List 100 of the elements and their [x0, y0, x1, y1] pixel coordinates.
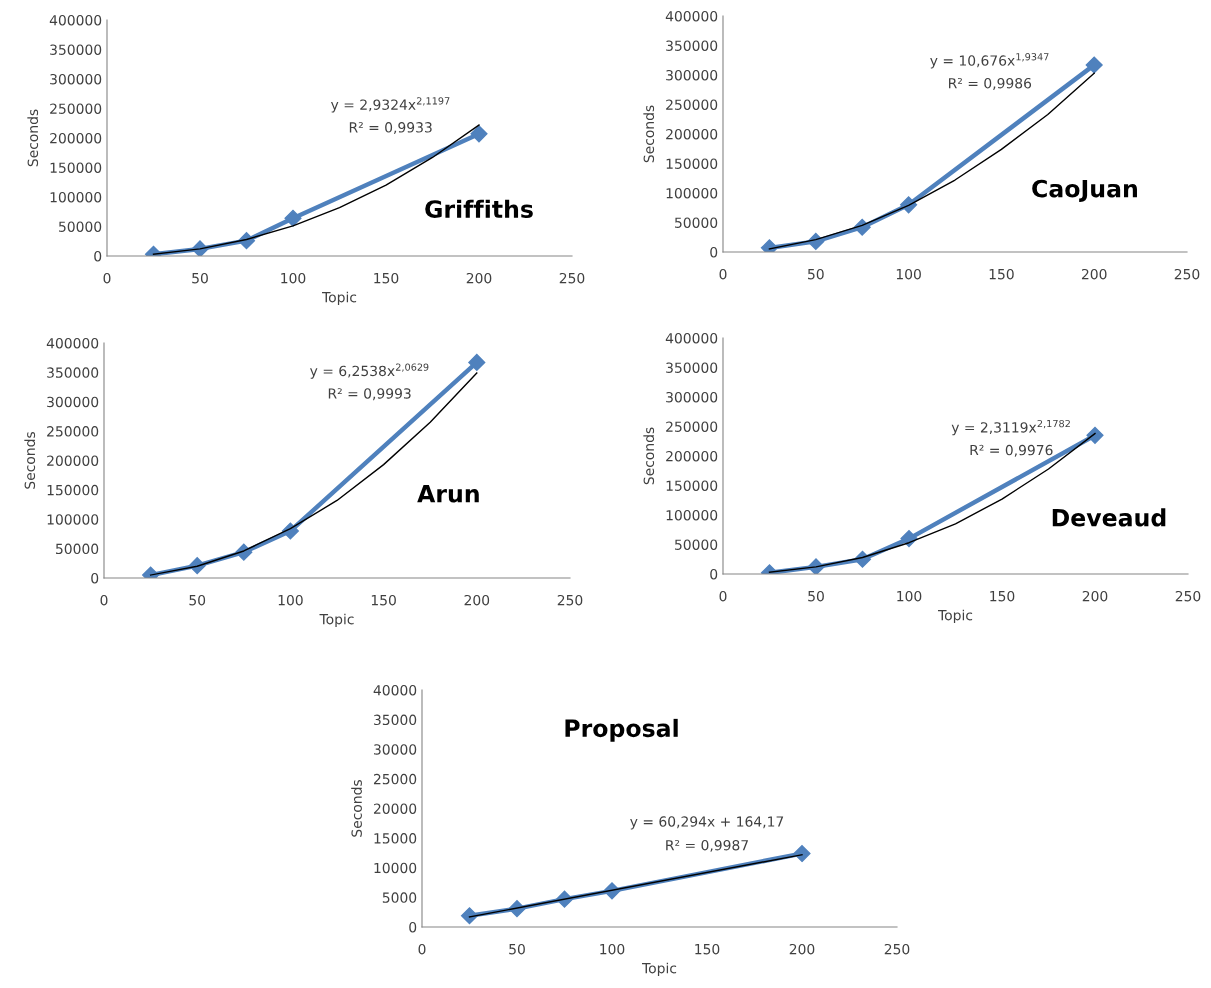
x-tick-label: 250 [557, 594, 583, 606]
annotation: R² = 0,9986 [949, 77, 1032, 90]
point [1085, 56, 1103, 74]
x-tick-label: 0 [719, 268, 727, 280]
y-tick-label: 200000 [666, 450, 718, 462]
y-tick-label: 150000 [666, 158, 718, 169]
x-axis-title: Topic [321, 291, 357, 306]
y-tick-label: 35000 [374, 714, 417, 726]
y-tick-label: 250000 [666, 421, 718, 432]
y-tick-label: 200000 [47, 455, 99, 466]
point [284, 209, 302, 227]
y-tick-label: 250000 [666, 99, 718, 110]
x-tick-label: 150 [990, 590, 1015, 602]
x-tick-label: 200 [1082, 590, 1108, 602]
annotation: R² = 0,9933 [349, 122, 432, 135]
y-tick-label: 0 [94, 250, 102, 262]
x-tick-label: 100 [278, 594, 303, 606]
x-tick-label: 0 [103, 272, 111, 284]
y-tick-label: 25000 [373, 773, 417, 785]
y-tick-label: 100000 [666, 509, 718, 521]
annotation: R² = 0,9987 [666, 839, 748, 852]
x-tick-label: 250 [559, 272, 585, 284]
y-axis-title: Seconds [351, 780, 362, 837]
y-tick-label: 50000 [675, 539, 718, 550]
x-tick-label: 100 [281, 272, 306, 284]
y-tick-label: 350000 [666, 362, 718, 373]
y-tick-label: 0 [409, 921, 417, 933]
x-tick-label: 150 [374, 272, 399, 284]
point [468, 353, 486, 371]
y-tick-label: 200000 [50, 132, 102, 144]
annotation: R² = 0,9976 [970, 444, 1053, 457]
x-tick-label: 50 [808, 268, 824, 280]
y-tick-label: 250000 [47, 426, 99, 437]
text: Griffiths [425, 199, 533, 219]
x-tick-label: 50 [509, 943, 525, 955]
y-tick-label: 50000 [59, 221, 102, 232]
x-tick-label: 150 [989, 268, 1014, 280]
y-tick-label: 100000 [50, 191, 102, 203]
y-tick-label: 30000 [374, 744, 417, 755]
x-tick-label: 50 [808, 590, 824, 602]
x-tick-label: 100 [897, 590, 922, 602]
y-axis-title: Seconds [24, 432, 36, 489]
text: Arun [417, 485, 479, 503]
y-tick-label: 0 [710, 246, 718, 258]
y-tick-label: 400000 [665, 332, 718, 344]
annotation: y = 10,676x$^{1,9347}$ [930, 53, 1049, 69]
x-tick-label: 50 [192, 272, 208, 284]
y-tick-label: 150000 [666, 480, 718, 491]
y-tick-label: 150000 [47, 484, 99, 496]
text: Deveaud [1052, 508, 1166, 527]
y-tick-label: 350000 [50, 44, 102, 55]
x-tick-label: 250 [1175, 590, 1201, 602]
y-tick-label: 0 [91, 572, 99, 584]
y-tick-label: 40000 [373, 684, 417, 696]
point [470, 125, 488, 143]
x-axis-title: Topic [641, 962, 677, 977]
y-tick-label: 5000 [382, 892, 417, 903]
point [1086, 426, 1104, 444]
y-tick-label: 50000 [675, 217, 718, 228]
x-tick-label: 250 [884, 943, 910, 955]
annotation: y = 2,3119x$^{2,1782}$ [951, 419, 1070, 436]
text: CaoJuan [1032, 179, 1137, 202]
x-tick-label: 100 [600, 943, 625, 955]
text: Proposal [565, 718, 678, 742]
y-axis-title: Seconds [643, 427, 655, 485]
x-tick-label: 100 [896, 268, 921, 280]
y-tick-label: 0 [710, 568, 718, 580]
x-tick-label: 200 [789, 943, 815, 955]
x-tick-label: 150 [371, 594, 396, 606]
x-tick-label: 250 [1174, 268, 1200, 280]
y-tick-label: 20000 [373, 803, 417, 814]
y-tick-label: 150000 [50, 162, 102, 173]
x-tick-label: 200 [464, 594, 490, 606]
y-tick-label: 300000 [50, 73, 102, 85]
y-tick-label: 200000 [666, 128, 718, 140]
y-tick-label: 400000 [665, 10, 718, 22]
x-tick-label: 0 [719, 590, 727, 602]
y-tick-label: 50000 [56, 543, 99, 555]
y-tick-label: 350000 [666, 40, 718, 51]
x-tick-label: 0 [418, 943, 426, 955]
y-tick-label: 400000 [46, 337, 99, 349]
y-axis-title: Seconds [643, 105, 655, 163]
y-tick-label: 100000 [47, 514, 99, 525]
x-axis-title: Topic [319, 613, 354, 628]
y-tick-label: 15000 [374, 833, 417, 844]
annotation: y = 2,9324x$^{2,1197}$ [331, 97, 450, 113]
x-axis-title: Topic [937, 609, 973, 624]
y-tick-label: 250000 [50, 103, 102, 114]
x-tick-label: 50 [189, 594, 206, 606]
x-tick-label: 200 [466, 272, 492, 284]
y-tick-label: 350000 [47, 367, 99, 378]
annotation: R² = 0,9993 [328, 388, 411, 401]
y-tick-label: 300000 [666, 69, 718, 81]
x-tick-label: 200 [1081, 268, 1107, 280]
y-tick-label: 400000 [49, 14, 102, 26]
x-tick-label: 150 [695, 943, 720, 955]
y-tick-label: 300000 [666, 391, 718, 403]
y-axis-title: Seconds [27, 109, 39, 167]
y-tick-label: 100000 [666, 187, 718, 199]
annotation: y = 6,2538x$^{2,0629}$ [310, 363, 429, 379]
